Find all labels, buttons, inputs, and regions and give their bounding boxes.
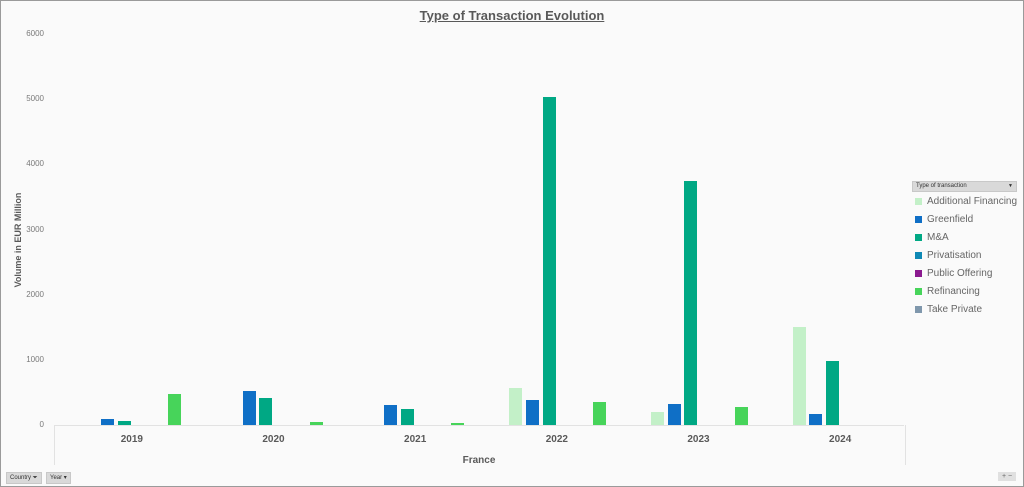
- year-filter-button[interactable]: Year ▾: [46, 472, 71, 484]
- x-tick-label: 2019: [120, 434, 143, 445]
- bar[interactable]: [384, 404, 398, 425]
- legend-title: Type of transaction: [916, 183, 967, 189]
- x-tick-label: 2023: [687, 434, 710, 445]
- legend-swatch-icon: [915, 305, 922, 313]
- x-axis-title: France: [462, 455, 496, 466]
- legend-item[interactable]: Public Offering: [912, 264, 1022, 282]
- x-tick-label: 2020: [262, 434, 285, 445]
- legend-label: Greenfield: [927, 213, 974, 225]
- x-axis-box: [54, 425, 906, 465]
- chevron-down-icon: ▾: [63, 475, 67, 481]
- bar[interactable]: [667, 403, 681, 425]
- legend-item[interactable]: M&A: [912, 228, 1022, 246]
- bar[interactable]: [526, 399, 540, 425]
- legend-filter-dropdown[interactable]: Type of transaction ▼: [912, 181, 1017, 192]
- year-filter-label: Year: [50, 475, 63, 481]
- bar[interactable]: [101, 419, 115, 425]
- bar[interactable]: [684, 180, 698, 425]
- legend-item[interactable]: Greenfield: [912, 210, 1022, 228]
- country-filter-label: Country: [10, 475, 32, 481]
- y-tick-label: 2000: [26, 289, 44, 299]
- bar[interactable]: [401, 408, 415, 425]
- y-tick-label: 0: [39, 420, 44, 429]
- legend-label: Public Offering: [927, 267, 993, 279]
- legend-swatch-icon: [915, 251, 922, 259]
- bar[interactable]: [734, 407, 748, 425]
- legend-item[interactable]: Additional Financing: [912, 192, 1022, 210]
- legend-item[interactable]: Privatisation: [912, 246, 1022, 264]
- country-filter-button[interactable]: Country ⏷: [6, 472, 42, 484]
- bar[interactable]: [592, 402, 606, 425]
- legend-swatch-icon: [915, 215, 922, 223]
- x-axis-baseline: [54, 425, 904, 426]
- y-tick-label: 1000: [26, 354, 44, 364]
- y-axis-title: Volume in EUR Million: [13, 192, 23, 288]
- bar[interactable]: [542, 96, 556, 425]
- bar[interactable]: [809, 413, 823, 425]
- plot-area: [54, 34, 904, 425]
- bar[interactable]: [242, 391, 256, 425]
- bar[interactable]: [259, 398, 273, 425]
- legend-swatch-icon: [915, 197, 922, 205]
- legend-label: M&A: [927, 231, 949, 243]
- x-tick-label: 2022: [545, 434, 568, 445]
- legend-label: Refinancing: [927, 285, 980, 297]
- x-tick-label: 2024: [829, 434, 852, 445]
- bar[interactable]: [167, 394, 181, 425]
- chevron-down-icon: ▼: [1008, 183, 1013, 189]
- bar[interactable]: [651, 411, 665, 425]
- legend-item[interactable]: Take Private: [912, 300, 1022, 318]
- y-tick-label: 5000: [26, 94, 44, 104]
- bar[interactable]: [792, 326, 806, 425]
- bar[interactable]: [509, 387, 523, 425]
- legend-label: Take Private: [927, 303, 983, 315]
- y-tick-label: 6000: [26, 29, 44, 38]
- filter-icon: ⏷: [32, 475, 38, 481]
- legend: Type of transaction ▼ Additional Financi…: [912, 181, 1022, 318]
- expand-collapse-buttons[interactable]: + −: [998, 472, 1016, 481]
- legend-swatch-icon: [915, 233, 922, 241]
- legend-item[interactable]: Refinancing: [912, 282, 1022, 300]
- bar[interactable]: [117, 421, 131, 425]
- bar[interactable]: [309, 421, 323, 425]
- x-tick-label: 2021: [404, 434, 427, 445]
- legend-swatch-icon: [915, 287, 922, 295]
- chart-title: Type of Transaction Evolution: [419, 8, 605, 23]
- legend-label: Additional Financing: [927, 195, 1018, 207]
- y-tick-label: 3000: [26, 224, 44, 234]
- bar[interactable]: [451, 423, 465, 425]
- legend-label: Privatisation: [927, 249, 982, 261]
- bar[interactable]: [826, 360, 840, 425]
- legend-swatch-icon: [915, 269, 922, 277]
- y-tick-label: 4000: [26, 159, 44, 169]
